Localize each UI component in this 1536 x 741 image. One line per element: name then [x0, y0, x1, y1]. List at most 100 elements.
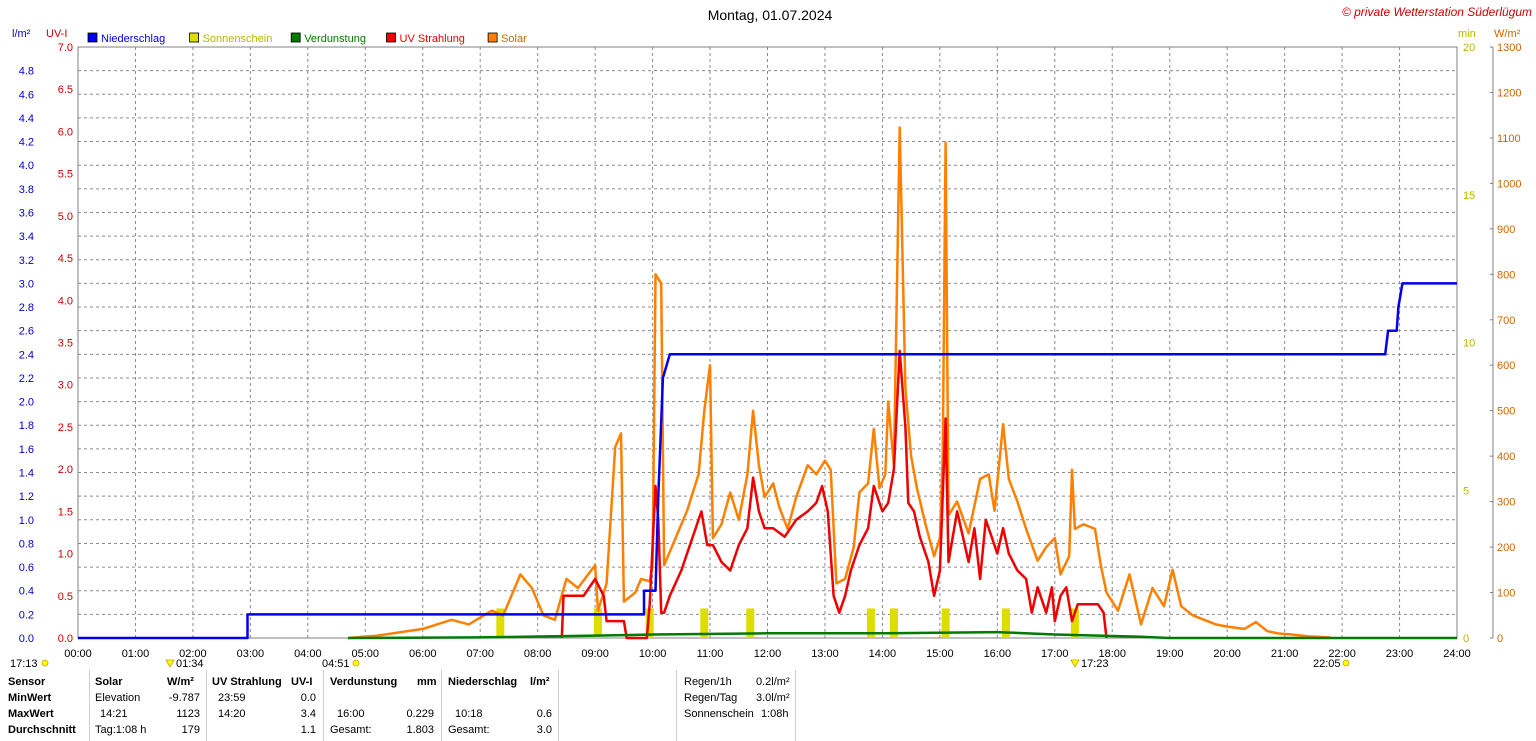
- x-tick-label: 00:00: [64, 648, 92, 660]
- uv-tick-label: 6.0: [58, 126, 73, 138]
- x-tick-label: 17:00: [1041, 648, 1069, 660]
- rain-tick-label: 0.6: [19, 562, 34, 574]
- legend-swatch: [189, 32, 200, 43]
- solar-tick-label: 600: [1497, 360, 1515, 372]
- uv-tick-label: 4.5: [58, 253, 73, 265]
- sunshine-tick-label: 10: [1463, 338, 1475, 350]
- chart-legend: Niederschlag Sonnenschein Verdunstung UV St…: [87, 32, 527, 45]
- x-tick-label: 19:00: [1156, 648, 1184, 660]
- sunshine-tick-label: 5: [1463, 485, 1469, 497]
- uv-tick-label: 6.5: [58, 84, 73, 96]
- cell-uv-time: 14:20: [218, 708, 246, 720]
- solar-tick-label: 1200: [1497, 87, 1521, 99]
- x-tick-label: 10:00: [639, 648, 667, 660]
- sun-marker-label: 04:51: [322, 658, 350, 670]
- extra-value: 0.2l/m²: [756, 676, 790, 688]
- rain-tick-label: 4.4: [19, 113, 34, 125]
- uv-tick-label: 1.5: [58, 506, 73, 518]
- rain-tick-label: 1.0: [19, 515, 34, 527]
- cell-rain-value: 0.6: [536, 708, 552, 720]
- x-tick-label: 08:00: [524, 648, 552, 660]
- legend-label: Verdunstung: [304, 33, 366, 45]
- rain-tick-label: 0.2: [19, 609, 34, 621]
- rain-tick-label: 3.8: [19, 184, 34, 196]
- sunshine-tick-label: 0: [1463, 633, 1469, 645]
- table-divider: [441, 670, 442, 741]
- cell-evap-time: Gesamt:: [330, 724, 372, 736]
- uv-tick-label: 1.0: [58, 549, 73, 561]
- x-tick-label: 16:00: [984, 648, 1012, 660]
- sunshine-bar: [1001, 608, 1010, 638]
- solar-line: [348, 126, 1331, 640]
- x-tick-label: 05:00: [352, 648, 380, 660]
- x-tick-label: 24:00: [1443, 648, 1471, 660]
- rain-tick-label: 1.6: [19, 444, 34, 456]
- cell-solar-value: 1123: [176, 708, 200, 720]
- uv-tick-label: 0.0: [58, 633, 73, 645]
- x-tick-label: 01:00: [122, 648, 150, 660]
- rain-tick-label: 4.8: [19, 66, 34, 78]
- sunshine-bar: [746, 608, 755, 638]
- rain-tick-label: 3.0: [19, 278, 34, 290]
- sun-marker-label: 22:05: [1313, 658, 1341, 670]
- table-divider: [676, 670, 677, 741]
- cell-evap-value: 0.229: [406, 708, 434, 720]
- header-solar-unit: W/m²: [167, 676, 194, 688]
- sunshine-bar: [700, 608, 709, 638]
- sunshine-bar: [496, 608, 505, 638]
- header-evap-unit: mm: [417, 676, 437, 688]
- x-tick-label: 23:00: [1386, 648, 1414, 660]
- unit-rain-label: l/m²: [12, 28, 31, 40]
- sunshine-bar: [889, 608, 898, 638]
- cell-uv-value: 0.0: [300, 692, 316, 704]
- x-tick-label: 03:00: [237, 648, 265, 660]
- table-divider: [323, 670, 324, 741]
- extra-label: Regen/1h: [684, 676, 732, 688]
- rain-tick-label: 4.0: [19, 160, 34, 172]
- rain-tick-label: 2.2: [19, 373, 34, 385]
- copyright-text: © private Wetterstation Süderlügum: [1342, 5, 1532, 19]
- rain-tick-label: 1.8: [19, 420, 34, 432]
- table-divider: [558, 670, 559, 741]
- solar-tick-label: 800: [1497, 269, 1515, 281]
- rain-tick-label: 2.0: [19, 397, 34, 409]
- sunshine-bar: [866, 608, 875, 638]
- evaporation-line: [348, 630, 1457, 640]
- row-label: MaxWert: [8, 708, 54, 720]
- chart-title: Montag, 01.07.2024: [708, 7, 833, 23]
- rain-tick-label: 0.4: [19, 586, 34, 598]
- sun-marker-dot: [1342, 659, 1350, 667]
- legend-swatch: [487, 32, 498, 43]
- x-tick-label: 04:00: [294, 648, 322, 660]
- chart-series: [78, 126, 1457, 640]
- solar-tick-label: 1100: [1497, 133, 1521, 145]
- cell-solar-value: -9.787: [168, 692, 200, 704]
- uv-tick-label: 7.0: [58, 42, 73, 54]
- uv-line: [560, 349, 1108, 640]
- rain-tick-label: 4.2: [19, 137, 34, 149]
- solar-tick-label: 1000: [1497, 178, 1521, 190]
- cell-rain-time: Gesamt:: [448, 724, 490, 736]
- x-tick-label: 11:00: [697, 648, 724, 660]
- header-rain-unit: l/m²: [530, 676, 550, 688]
- x-tick-label: 15:00: [926, 648, 954, 660]
- sun-marker-label: 01:34: [176, 658, 204, 670]
- cell-evap-value: 1.803: [406, 724, 434, 736]
- rain-tick-label: 3.6: [19, 207, 34, 219]
- solar-tick-label: 100: [1497, 588, 1515, 600]
- table-divider: [795, 670, 796, 741]
- solar-tick-label: 700: [1497, 315, 1515, 327]
- sunshine-bar: [645, 608, 654, 638]
- x-tick-label: 14:00: [869, 648, 897, 660]
- x-tick-label: 02:00: [179, 648, 207, 660]
- rain-tick-label: 4.6: [19, 89, 34, 101]
- extra-value: 1:08h: [761, 708, 789, 720]
- extra-value: 3.0l/m²: [756, 692, 790, 704]
- legend-label: UV Strahlung: [400, 33, 465, 45]
- cell-uv-value: 3.4: [300, 708, 316, 720]
- rain-tick-label: 1.2: [19, 491, 34, 503]
- uv-tick-label: 2.5: [58, 422, 73, 434]
- sun-marker-dot: [41, 659, 49, 667]
- legend-swatch: [386, 32, 396, 43]
- solar-tick-label: 400: [1497, 451, 1515, 463]
